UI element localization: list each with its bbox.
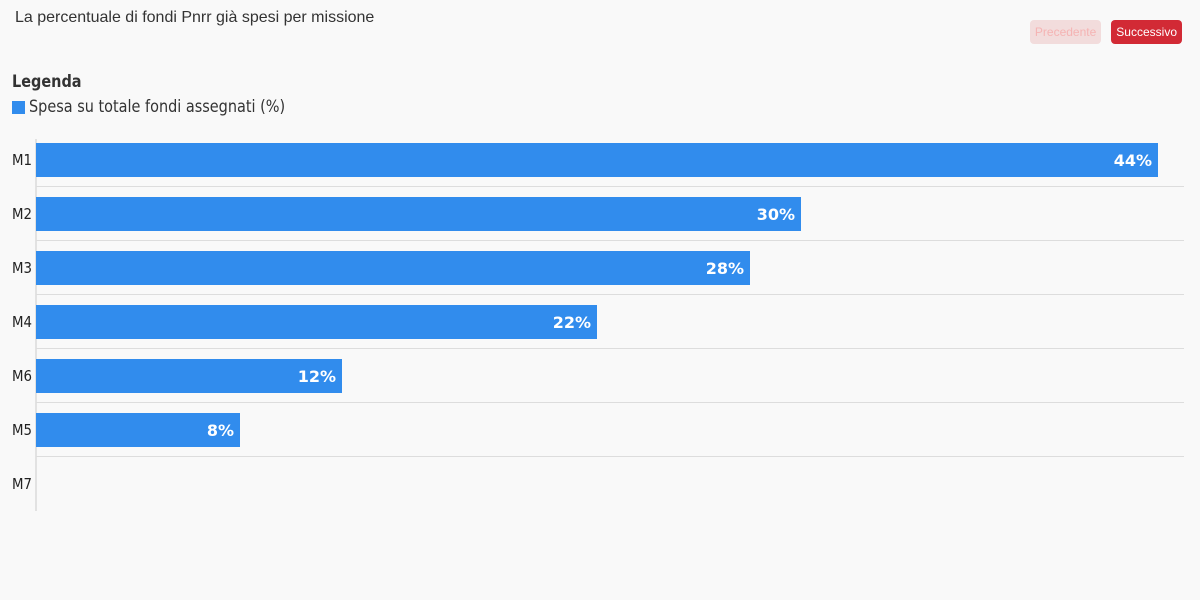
next-button[interactable]: Successivo [1111,20,1182,44]
category-label: M2 [12,205,32,223]
bar-m2[interactable] [36,197,801,231]
category-label: M4 [12,313,32,331]
category-label: M3 [12,259,32,277]
value-label: 22% [553,313,591,332]
bar-m4[interactable] [36,305,597,339]
previous-button[interactable]: Precedente [1029,20,1102,44]
chart-title: La percentuale di fondi Pnrr già spesi p… [15,9,375,26]
category-label: M6 [12,367,32,385]
legend: Legenda Spesa su totale fondi assegnati … [12,72,330,117]
value-label: 12% [298,367,336,386]
bar-m1[interactable] [36,143,1158,177]
legend-item: Spesa su totale fondi assegnati (%) [12,97,330,117]
bar-m6[interactable] [36,359,342,393]
legend-title: Legenda [12,72,82,92]
category-label: M5 [12,421,32,439]
bar-m5[interactable] [36,413,240,447]
category-label: M7 [12,475,32,493]
pagination-controls: Precedente Successivo [1029,20,1182,44]
value-label: 30% [757,205,795,224]
legend-swatch [12,100,25,114]
category-label: M1 [12,151,32,169]
legend-label: Spesa su totale fondi assegnati (%) [29,97,286,117]
value-label: 44% [1114,151,1152,170]
bar-m3[interactable] [36,251,750,285]
value-label: 8% [207,421,234,440]
value-label: 28% [706,259,744,278]
